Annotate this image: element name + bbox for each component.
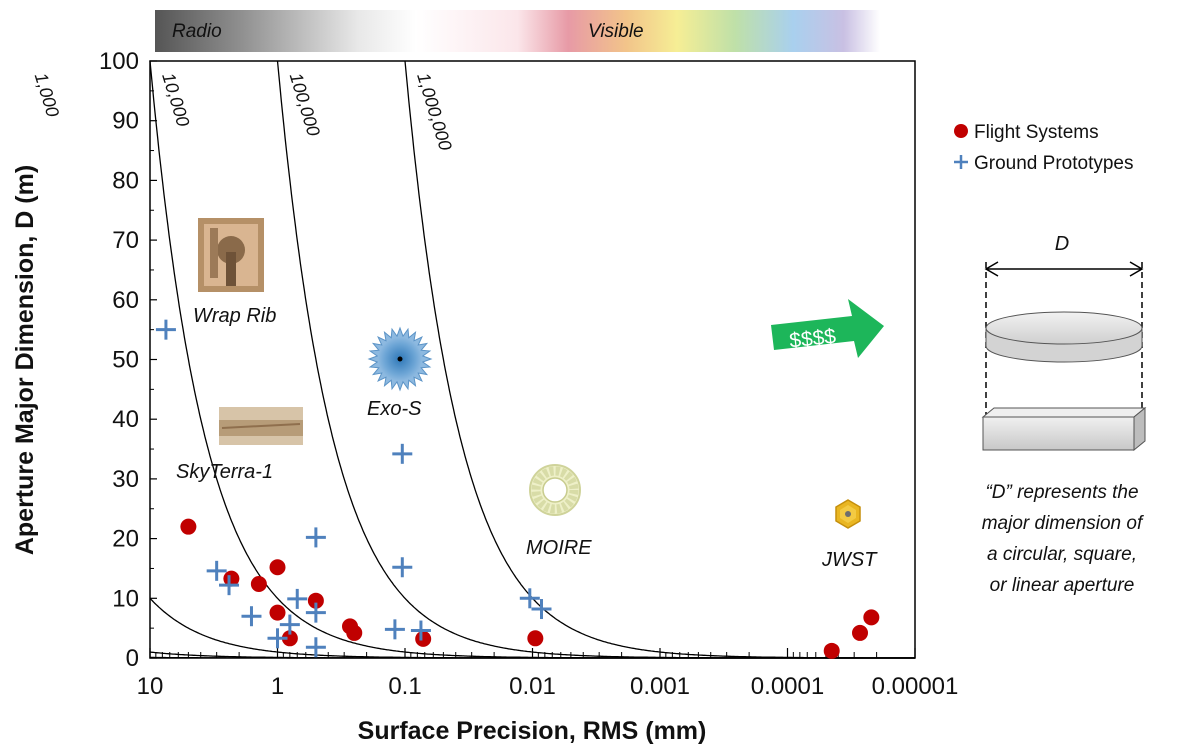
y-tick-label: 40 <box>112 406 139 433</box>
jwst-image <box>835 499 861 529</box>
ground-prototype-point <box>305 637 326 658</box>
y-tick-label: 20 <box>112 526 139 553</box>
y-tick-label: 60 <box>112 287 139 314</box>
exo-s-starshade-image <box>367 326 433 392</box>
x-axis-title: Surface Precision, RMS (mm) <box>358 717 707 745</box>
ground-prototype-point <box>384 619 405 640</box>
y-tick-label: 10 <box>112 585 139 612</box>
ground-prototype-point <box>155 319 176 340</box>
ground-prototype-point <box>206 560 227 581</box>
x-minor-ticks <box>155 652 878 658</box>
aperture-caption-line-2: major dimension of <box>982 513 1144 534</box>
y-tick-label: 80 <box>112 167 139 194</box>
legend-marker-flight <box>954 124 968 138</box>
aperture-diagram: D “D” represents the major dimension of … <box>981 233 1147 596</box>
ground-prototype-point <box>392 557 413 578</box>
x-tick-label: 0.001 <box>630 673 690 700</box>
x-tick-label: 0.0001 <box>751 673 824 700</box>
cost-arrow-label: $$$$ <box>788 325 837 353</box>
label-exo-s: Exo-S <box>367 398 422 420</box>
data-markers <box>155 319 880 659</box>
flight-system-point <box>307 592 324 609</box>
label-skyterra-1: SkyTerra-1 <box>176 461 273 483</box>
y-axis-title: Aperture Major Dimension, D (m) <box>11 165 39 555</box>
moire-image <box>529 464 581 516</box>
flight-system-point <box>281 630 298 647</box>
ground-prototype-point <box>531 599 552 620</box>
band-label-radio: Radio <box>172 21 222 42</box>
flight-system-point <box>852 624 869 641</box>
ground-prototype-point <box>305 602 326 623</box>
aperture-caption-line-3: a circular, square, <box>987 544 1137 565</box>
y-tick-label: 90 <box>112 108 139 135</box>
label-jwst: JWST <box>821 549 878 571</box>
flight-system-point <box>415 630 432 647</box>
flight-system-point <box>180 518 197 535</box>
label-wrap-rib: Wrap Rib <box>193 305 276 327</box>
ground-prototype-point <box>287 588 308 609</box>
ground-prototype-point <box>241 606 262 627</box>
iso-curve-label-1000000: 1,000,000 <box>413 70 456 152</box>
legend-marker-ground <box>954 155 968 169</box>
aperture-caption-line-1: “D” represents the <box>985 482 1138 503</box>
legend-label-ground: Ground Prototypes <box>974 153 1133 174</box>
x-ticks: 10 1 0.1 0.01 0.001 0.0001 0.00001 <box>137 648 959 700</box>
cost-arrow: $$$$ <box>771 299 884 358</box>
ground-prototype-point <box>519 588 540 609</box>
flight-system-point <box>527 630 544 647</box>
aperture-caption-line-4: or linear aperture <box>990 575 1135 596</box>
skyterra-image <box>219 407 303 445</box>
ground-prototype-point <box>305 527 326 548</box>
flight-system-point <box>346 624 363 641</box>
y-ticks: 0 10 20 30 40 50 60 70 80 90 100 <box>99 48 157 672</box>
flight-system-point <box>823 642 840 659</box>
flight-system-point <box>223 570 240 587</box>
iso-curve-label-100000: 100,000 <box>286 70 324 138</box>
x-tick-label: 0.1 <box>388 673 421 700</box>
legend: Flight Systems Ground Prototypes <box>954 122 1133 174</box>
ground-prototype-point <box>219 575 240 596</box>
flight-system-point <box>250 575 267 592</box>
y-tick-label: 0 <box>126 645 139 672</box>
flight-system-point <box>269 604 286 621</box>
flight-system-point <box>863 609 880 626</box>
iso-curves <box>149 60 915 659</box>
y-tick-label: 70 <box>112 227 139 254</box>
ground-prototype-point <box>279 614 300 635</box>
band-label-visible: Visible <box>588 21 644 42</box>
plot-area <box>149 60 916 659</box>
x-tick-label: 0.00001 <box>872 673 959 700</box>
iso-curve-10000 <box>149 60 915 659</box>
legend-label-flight: Flight Systems <box>974 122 1099 143</box>
iso-curve-label-1000: 1,000 <box>31 70 63 119</box>
y-tick-label: 50 <box>112 347 139 374</box>
x-tick-label: 0.01 <box>509 673 556 700</box>
label-moire: MOIRE <box>526 537 592 559</box>
iso-curve-label-10000: 10,000 <box>158 70 193 129</box>
y-tick-label: 30 <box>112 466 139 493</box>
ground-prototype-point <box>392 443 413 464</box>
aperture-dimension-label: D <box>1055 233 1069 255</box>
y-tick-label: 100 <box>99 48 139 75</box>
x-tick-label: 10 <box>137 673 164 700</box>
spectrum-band <box>155 10 880 52</box>
x-tick-label: 1 <box>271 673 284 700</box>
wrap-rib-image <box>198 218 264 292</box>
ground-prototype-point <box>410 620 431 641</box>
ground-prototype-point <box>267 628 288 649</box>
flight-system-point <box>269 559 286 576</box>
